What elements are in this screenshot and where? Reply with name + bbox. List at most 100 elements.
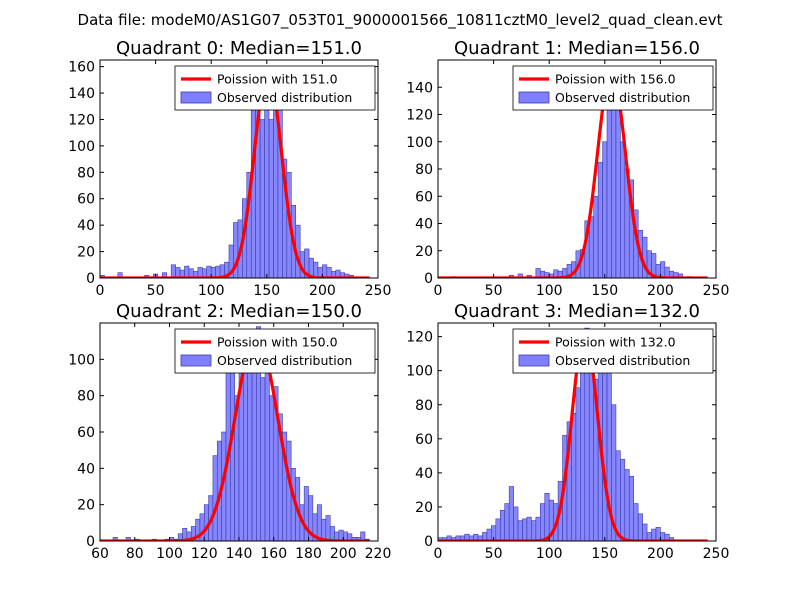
x-tick-label: 0 <box>96 283 105 299</box>
histogram-bar <box>660 261 666 279</box>
histogram-bar <box>170 264 176 279</box>
histogram-bar <box>504 503 510 542</box>
x-tick-label: 250 <box>365 283 392 299</box>
y-tick-label: 0 <box>86 271 95 287</box>
quadrant-0-panel: 0 50 100 150 200 250 0 20 40 60 80 100 120 140 160 Quad… <box>68 38 391 299</box>
legend-bar-swatch <box>518 91 550 104</box>
y-tick-label: 140 <box>406 80 433 96</box>
histogram-bar <box>313 261 319 279</box>
histogram-bar <box>628 475 635 542</box>
histogram-bar <box>531 520 537 542</box>
histogram-bar <box>602 141 608 279</box>
x-tick-label: 250 <box>703 283 730 299</box>
y-tick-label: 100 <box>68 139 95 155</box>
histogram-bar <box>571 412 577 542</box>
x-tick-label: 150 <box>253 283 280 299</box>
histogram-bar <box>593 195 599 279</box>
histogram-bar <box>268 119 274 279</box>
legend-label-observed: Observed distribution <box>555 353 690 368</box>
x-tick-label: 80 <box>126 546 144 562</box>
x-tick-label: 150 <box>591 546 618 562</box>
y-tick-label: 80 <box>77 389 95 405</box>
histogram-bar <box>316 504 322 542</box>
histogram-bar <box>544 493 550 542</box>
x-tick-label: 150 <box>591 283 618 299</box>
x-tick-label: 180 <box>295 546 322 562</box>
histogram-bar <box>606 100 612 279</box>
quadrant-2-panel: 60 80 100 120 140 160 180 200 220 0 20 40 60 80 100 Qua… <box>68 301 391 562</box>
y-tick-label: 40 <box>77 218 95 234</box>
histogram-bar <box>624 469 630 542</box>
y-tick-label: 60 <box>415 432 433 448</box>
x-tick-label: 50 <box>485 283 503 299</box>
y-tick-label: 40 <box>77 461 95 477</box>
x-tick-label: 200 <box>309 283 336 299</box>
histogram-bar <box>575 387 581 542</box>
y-tick-label: 20 <box>415 500 433 516</box>
legend-label-observed: Observed distribution <box>217 90 352 105</box>
histogram-bar <box>499 510 506 542</box>
histogram-bar <box>655 527 661 542</box>
y-tick-label: 40 <box>415 466 433 482</box>
x-tick-label: 60 <box>91 546 109 562</box>
y-tick-label: 80 <box>77 165 95 181</box>
legend-bar-swatch <box>180 354 212 367</box>
quadrant-3-panel: 0 50 100 150 200 250 0 20 40 60 80 100 120 Quadrant 3… <box>406 301 729 562</box>
histogram-bar <box>259 119 265 279</box>
axes-frame <box>99 59 379 279</box>
y-tick-label: 160 <box>68 60 95 76</box>
histogram-bar <box>637 513 643 542</box>
x-tick-label: 0 <box>434 283 443 299</box>
histogram-bar <box>513 506 519 542</box>
x-tick-label: 200 <box>647 546 674 562</box>
x-tick-label: 250 <box>703 546 730 562</box>
figure-title: Data file: modeM0/AS1G07_053T01_90000015… <box>78 11 723 30</box>
y-tick-label: 60 <box>77 425 95 441</box>
histogram-bar <box>535 516 541 542</box>
histogram-bar <box>615 450 621 542</box>
y-tick-label: 0 <box>424 534 433 550</box>
legend-label-observed: Observed distribution <box>217 353 352 368</box>
histogram-bar <box>651 528 657 542</box>
histogram-bar <box>329 526 335 542</box>
histogram-bar <box>495 518 501 542</box>
histogram-bar <box>260 377 266 542</box>
y-tick-label: 60 <box>415 189 433 205</box>
histogram-bar <box>486 528 492 542</box>
y-tick-label: 40 <box>415 217 433 233</box>
x-tick-label: 200 <box>647 283 674 299</box>
x-tick-label: 100 <box>156 546 183 562</box>
quadrant-1-panel: 0 50 100 150 200 250 0 20 40 60 80 100 120 140 Quadran… <box>406 38 729 299</box>
y-tick-label: 20 <box>77 245 95 261</box>
chart-title: Quadrant 2: Median=150.0 <box>116 301 362 322</box>
legend-label-observed: Observed distribution <box>555 90 690 105</box>
histogram-bar <box>303 486 309 542</box>
x-tick-label: 100 <box>198 283 225 299</box>
histogram-bar <box>508 486 514 542</box>
legend-label-poisson: Poission with 156.0 <box>555 72 676 87</box>
legend-bar-swatch <box>180 91 212 104</box>
histogram-bar <box>212 455 218 542</box>
y-tick-label: 120 <box>406 330 433 346</box>
histogram-bar <box>206 265 212 279</box>
histogram-bar <box>580 356 586 542</box>
x-tick-label: 200 <box>330 546 357 562</box>
y-tick-label: 0 <box>86 534 95 550</box>
histogram-bar <box>526 516 532 542</box>
histogram-bar <box>325 515 331 542</box>
chart-title: Quadrant 1: Median=156.0 <box>454 38 700 59</box>
y-tick-label: 0 <box>424 271 433 287</box>
y-tick-label: 20 <box>77 498 95 514</box>
legend-bar-swatch <box>518 354 550 367</box>
histogram-bar <box>522 518 528 542</box>
y-tick-label: 80 <box>415 398 433 414</box>
y-tick-label: 60 <box>77 192 95 208</box>
histogram-bar <box>620 141 626 279</box>
histogram-bar <box>517 520 523 542</box>
y-tick-label: 140 <box>68 86 95 102</box>
axes-frame <box>437 322 717 542</box>
histogram-bar <box>597 161 603 279</box>
histogram-bar <box>633 503 639 542</box>
x-tick-label: 100 <box>536 283 563 299</box>
